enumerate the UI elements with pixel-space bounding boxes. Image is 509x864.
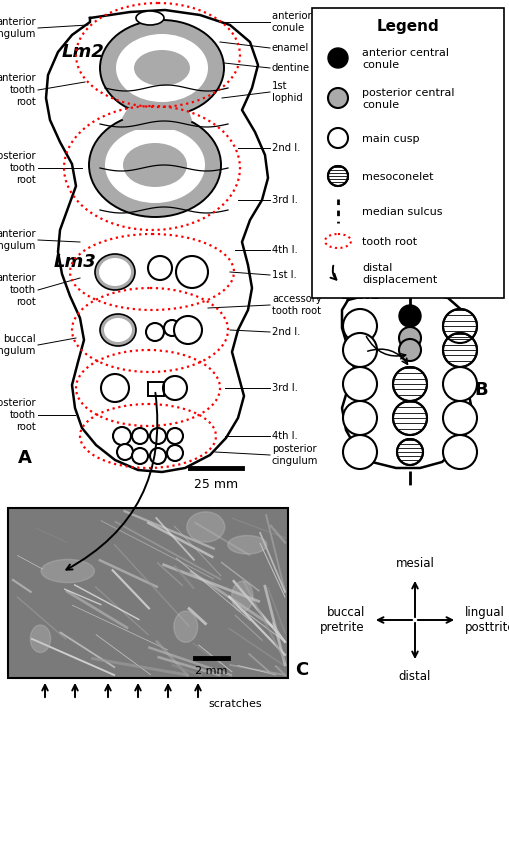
Ellipse shape	[100, 20, 223, 116]
Circle shape	[442, 309, 476, 343]
Ellipse shape	[136, 11, 164, 25]
Ellipse shape	[89, 113, 220, 217]
Text: anterior
cingulum: anterior cingulum	[0, 17, 36, 39]
Text: buccal
pretrite: buccal pretrite	[320, 606, 364, 634]
Circle shape	[117, 444, 133, 460]
Ellipse shape	[186, 511, 224, 542]
Circle shape	[392, 367, 426, 401]
Circle shape	[101, 374, 129, 402]
Text: posterior central
conule: posterior central conule	[361, 88, 454, 110]
Circle shape	[327, 48, 347, 68]
Circle shape	[146, 323, 164, 341]
Text: tooth root: tooth root	[361, 237, 416, 247]
Text: 3rd l.: 3rd l.	[271, 383, 297, 393]
Polygon shape	[122, 108, 191, 130]
Ellipse shape	[231, 581, 252, 612]
Circle shape	[442, 333, 476, 367]
Ellipse shape	[116, 34, 208, 102]
Circle shape	[343, 367, 376, 401]
Text: 4th l.: 4th l.	[271, 431, 297, 441]
Ellipse shape	[100, 314, 136, 346]
Ellipse shape	[41, 559, 94, 582]
Text: distal
displacement: distal displacement	[361, 264, 436, 285]
Text: buccal
cingulum: buccal cingulum	[0, 334, 36, 356]
Ellipse shape	[105, 127, 205, 203]
Text: median sulcus: median sulcus	[361, 207, 442, 217]
Text: posterior
tooth
root: posterior tooth root	[0, 398, 36, 432]
Ellipse shape	[104, 318, 132, 342]
Text: lingual
posttrite: lingual posttrite	[464, 606, 509, 634]
Text: enamel: enamel	[271, 43, 308, 53]
Ellipse shape	[228, 536, 266, 554]
Text: C: C	[294, 661, 307, 679]
Bar	[312, 8, 503, 298]
Circle shape	[150, 428, 165, 444]
Circle shape	[176, 256, 208, 288]
Text: B: B	[473, 381, 487, 399]
Text: Lm2: Lm2	[62, 43, 104, 61]
Text: anterior
cingulum: anterior cingulum	[0, 229, 36, 251]
Text: Lm3: Lm3	[342, 285, 384, 303]
Circle shape	[398, 339, 420, 361]
Text: anterior
tooth
root: anterior tooth root	[0, 73, 36, 106]
Text: 1st l.: 1st l.	[271, 270, 296, 280]
Text: mesoconelet: mesoconelet	[361, 172, 433, 182]
Text: 1st
lophid: 1st lophid	[271, 81, 302, 103]
Circle shape	[132, 448, 148, 464]
Circle shape	[163, 376, 187, 400]
Circle shape	[398, 305, 420, 327]
Ellipse shape	[123, 143, 187, 187]
Circle shape	[164, 320, 180, 336]
Text: Lm3: Lm3	[54, 253, 97, 271]
Circle shape	[132, 428, 148, 444]
Text: posterior
cingulum: posterior cingulum	[271, 444, 318, 466]
Text: 2nd l.: 2nd l.	[271, 143, 300, 153]
Circle shape	[343, 309, 376, 343]
Circle shape	[150, 448, 165, 464]
Circle shape	[148, 256, 172, 280]
Text: A: A	[18, 449, 32, 467]
Circle shape	[343, 333, 376, 367]
Text: accessory
tooth root: accessory tooth root	[271, 295, 321, 316]
Circle shape	[327, 166, 347, 186]
Text: anterior central
conule: anterior central conule	[271, 11, 349, 33]
Circle shape	[174, 316, 202, 344]
Circle shape	[327, 88, 347, 108]
Text: 3rd l.: 3rd l.	[271, 195, 297, 205]
Text: 2nd l.: 2nd l.	[271, 327, 300, 337]
Ellipse shape	[30, 625, 50, 652]
Circle shape	[343, 435, 376, 469]
Text: anterior central
conule: anterior central conule	[361, 48, 448, 70]
Ellipse shape	[95, 254, 135, 290]
Text: main cusp: main cusp	[361, 134, 419, 144]
Ellipse shape	[174, 611, 197, 642]
Text: 25 mm: 25 mm	[193, 478, 238, 491]
Text: anterior
tooth
root: anterior tooth root	[0, 273, 36, 307]
Text: Legend: Legend	[376, 18, 439, 34]
Text: mesial: mesial	[395, 557, 434, 570]
Ellipse shape	[99, 258, 131, 286]
Text: scratches: scratches	[208, 699, 261, 709]
Text: 2 mm: 2 mm	[195, 666, 227, 676]
Circle shape	[442, 401, 476, 435]
Circle shape	[442, 435, 476, 469]
Circle shape	[343, 401, 376, 435]
Circle shape	[327, 128, 347, 148]
Circle shape	[166, 428, 183, 444]
Circle shape	[166, 445, 183, 461]
Bar	[8, 508, 288, 678]
Bar	[148, 382, 164, 396]
Text: distal: distal	[398, 670, 430, 683]
Circle shape	[442, 367, 476, 401]
Circle shape	[392, 401, 426, 435]
Circle shape	[396, 439, 422, 465]
Text: posterior
tooth
root: posterior tooth root	[0, 151, 36, 185]
Circle shape	[113, 427, 131, 445]
Text: 4th l.: 4th l.	[271, 245, 297, 255]
Text: dentine: dentine	[271, 63, 309, 73]
Ellipse shape	[134, 50, 190, 86]
Circle shape	[398, 327, 420, 349]
